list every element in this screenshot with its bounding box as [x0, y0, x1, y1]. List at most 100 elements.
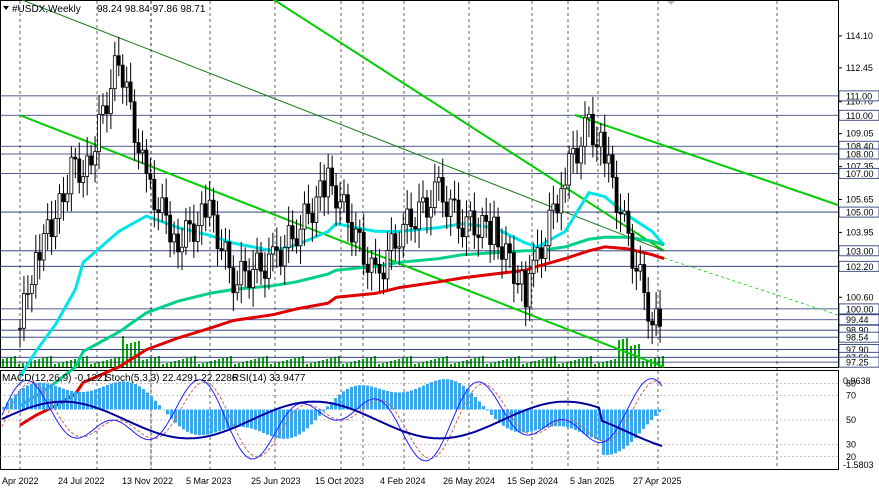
- candle-body: [436, 177, 441, 183]
- macd-bar: [634, 409, 637, 438]
- candle-body: [22, 293, 26, 329]
- candle-body: [583, 117, 587, 147]
- candle-body: [247, 270, 252, 288]
- level-label-box: [838, 148, 879, 160]
- macd-bar: [94, 389, 97, 410]
- volume-bar: [350, 362, 352, 367]
- dropdown-arrow-icon[interactable]: [3, 6, 9, 10]
- volume-bar: [170, 362, 172, 367]
- volume-bar: [274, 363, 276, 367]
- candle-body: [456, 199, 461, 229]
- volume-bar: [458, 362, 460, 367]
- x-tick-label: 5 Mar 2023: [186, 476, 232, 486]
- candle-body: [496, 216, 500, 248]
- chart-shift-icon[interactable]: [667, 1, 675, 5]
- macd-bar: [290, 409, 293, 438]
- stoch-label: Stoch(5,3,3) 22.4291 22.2286: [105, 373, 238, 384]
- volume-bar: [642, 361, 644, 367]
- candle-body: [472, 210, 477, 236]
- macd-bar: [190, 409, 193, 434]
- volume-bar: [398, 359, 400, 367]
- macd-bar: [6, 402, 9, 410]
- candle-body: [286, 225, 291, 248]
- candle-body: [148, 173, 153, 180]
- volume-bar: [434, 359, 436, 367]
- volume-bar: [662, 356, 664, 367]
- trendlines: [19, 0, 839, 368]
- volume-bar: [566, 362, 568, 367]
- candle-body: [504, 243, 508, 260]
- candle-body: [136, 142, 141, 154]
- macd-bar: [206, 409, 209, 435]
- macd-bar: [602, 409, 605, 455]
- macd-bar: [198, 409, 201, 436]
- macd-bar: [154, 400, 157, 410]
- macd-bar: [282, 409, 285, 439]
- trendline[interactable]: [272, 0, 665, 252]
- macd-bar: [562, 409, 565, 427]
- candle-body: [590, 114, 595, 146]
- macd-bar: [62, 388, 65, 410]
- macd-bar: [54, 385, 57, 410]
- macd-bar: [102, 386, 105, 410]
- macd-bar: [174, 409, 177, 423]
- candle-body: [69, 156, 74, 195]
- volume-bar: [570, 361, 572, 367]
- candle-body: [318, 180, 323, 198]
- macd-bar: [426, 383, 429, 410]
- macd-bar: [386, 390, 389, 410]
- volume-bar: [482, 356, 484, 367]
- macd-bar: [610, 409, 613, 455]
- candle-body: [97, 114, 101, 153]
- macd-bar: [338, 394, 341, 410]
- macd-bar: [246, 409, 249, 428]
- macd-bar: [238, 409, 241, 427]
- candle-body: [330, 167, 335, 187]
- macd-bar: [142, 389, 145, 410]
- trendline-upper[interactable]: [574, 114, 839, 206]
- candle-body: [587, 114, 591, 119]
- macd-bar: [354, 385, 357, 410]
- candle-body: [112, 55, 117, 90]
- candle-body: [322, 180, 327, 198]
- candle-body: [203, 203, 208, 218]
- symbol-title: #USDX,Weekly: [12, 4, 81, 15]
- volume-bar: [518, 356, 520, 367]
- macd-bar: [178, 409, 181, 427]
- volume-bar: [602, 362, 604, 367]
- candle-body: [519, 270, 524, 285]
- y-tick-label: 100.60: [846, 292, 874, 302]
- price-series: [18, 36, 662, 348]
- macd-bar: [566, 409, 569, 428]
- candle-body: [116, 55, 121, 66]
- volume-bar: [230, 356, 232, 367]
- level-label-box: [838, 314, 879, 326]
- level-label: 99.44: [846, 315, 869, 325]
- macd-bar: [330, 402, 333, 410]
- trendline[interactable]: [19, 114, 665, 368]
- candle-body: [547, 209, 552, 247]
- candle-body: [373, 257, 378, 265]
- macd-bar: [414, 389, 417, 410]
- candle-body: [551, 203, 556, 211]
- volume-bar: [446, 356, 448, 367]
- candle-body: [575, 148, 579, 164]
- macd-bar: [498, 409, 501, 423]
- volume-bar: [98, 362, 100, 367]
- candle-body: [124, 81, 129, 88]
- volume-bar: [414, 364, 416, 367]
- candle-body: [207, 199, 212, 218]
- candle-body: [413, 226, 417, 230]
- candle-body: [298, 228, 303, 247]
- macd-bar: [642, 409, 645, 429]
- macd-bar: [34, 382, 37, 410]
- level-label: 103.00: [846, 246, 874, 256]
- volume-bar: [502, 360, 504, 367]
- candle-body: [515, 283, 520, 285]
- macd-bar: [126, 381, 129, 410]
- volume-bar: [378, 364, 380, 367]
- x-tick-label: 5 Jan 2025: [570, 476, 615, 486]
- macd-bar: [90, 390, 93, 410]
- macd-bar: [358, 385, 361, 410]
- macd-bar: [402, 392, 405, 410]
